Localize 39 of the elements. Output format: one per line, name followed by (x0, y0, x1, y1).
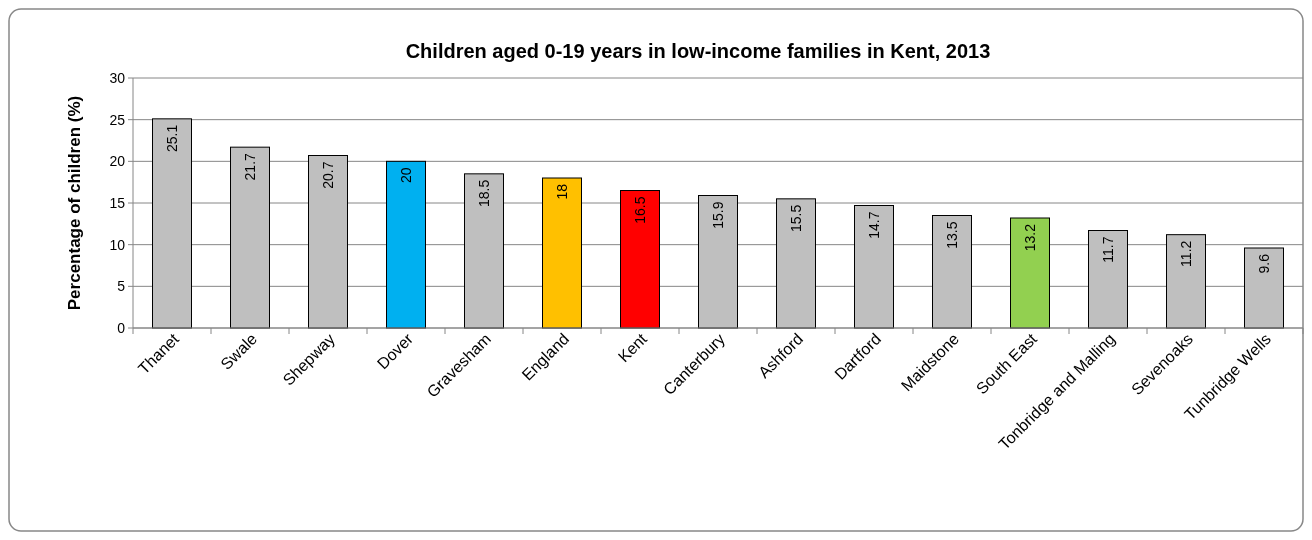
bar (620, 190, 660, 329)
y-tick-label: 0 (117, 320, 126, 336)
data-label: 18.5 (476, 179, 492, 208)
y-tick-label: 10 (109, 236, 126, 253)
bar (464, 173, 504, 329)
data-label: 16.5 (632, 196, 648, 224)
data-label: 21.7 (242, 152, 258, 181)
data-label: 13.5 (944, 221, 960, 249)
chart-title: Children aged 0-19 years in low-income families in Kent, 2013 (405, 40, 991, 62)
bar (1166, 234, 1206, 329)
y-axis-title: Percentage of children (%) (65, 95, 84, 311)
y-tick-label: 25 (109, 111, 126, 128)
y-tick-label: 30 (109, 70, 126, 86)
bar (932, 215, 972, 329)
data-label: 18 (554, 183, 570, 200)
y-tick-label: 15 (109, 195, 126, 211)
bar (542, 177, 582, 329)
data-label: 11.2 (1178, 240, 1194, 267)
bar (1010, 217, 1050, 329)
bar (776, 198, 816, 329)
data-label: 14.7 (866, 211, 882, 239)
data-label: 15.5 (788, 204, 804, 233)
bar (308, 155, 348, 329)
bar (854, 205, 894, 329)
bar (230, 146, 270, 329)
y-tick-label: 20 (109, 153, 126, 170)
bar (1088, 230, 1128, 329)
data-label: 13.2 (1022, 223, 1038, 252)
data-label: 20 (398, 167, 414, 183)
data-label: 20.7 (320, 161, 336, 189)
data-label: 11.7 (1100, 236, 1116, 263)
data-label: 9.6 (1256, 253, 1272, 274)
bar (152, 118, 192, 329)
bar (698, 195, 738, 329)
data-label: 25.1 (164, 124, 180, 153)
data-label: 15.9 (710, 201, 726, 229)
y-tick-label: 5 (117, 278, 126, 295)
bar (1244, 247, 1284, 329)
bar (386, 160, 426, 329)
